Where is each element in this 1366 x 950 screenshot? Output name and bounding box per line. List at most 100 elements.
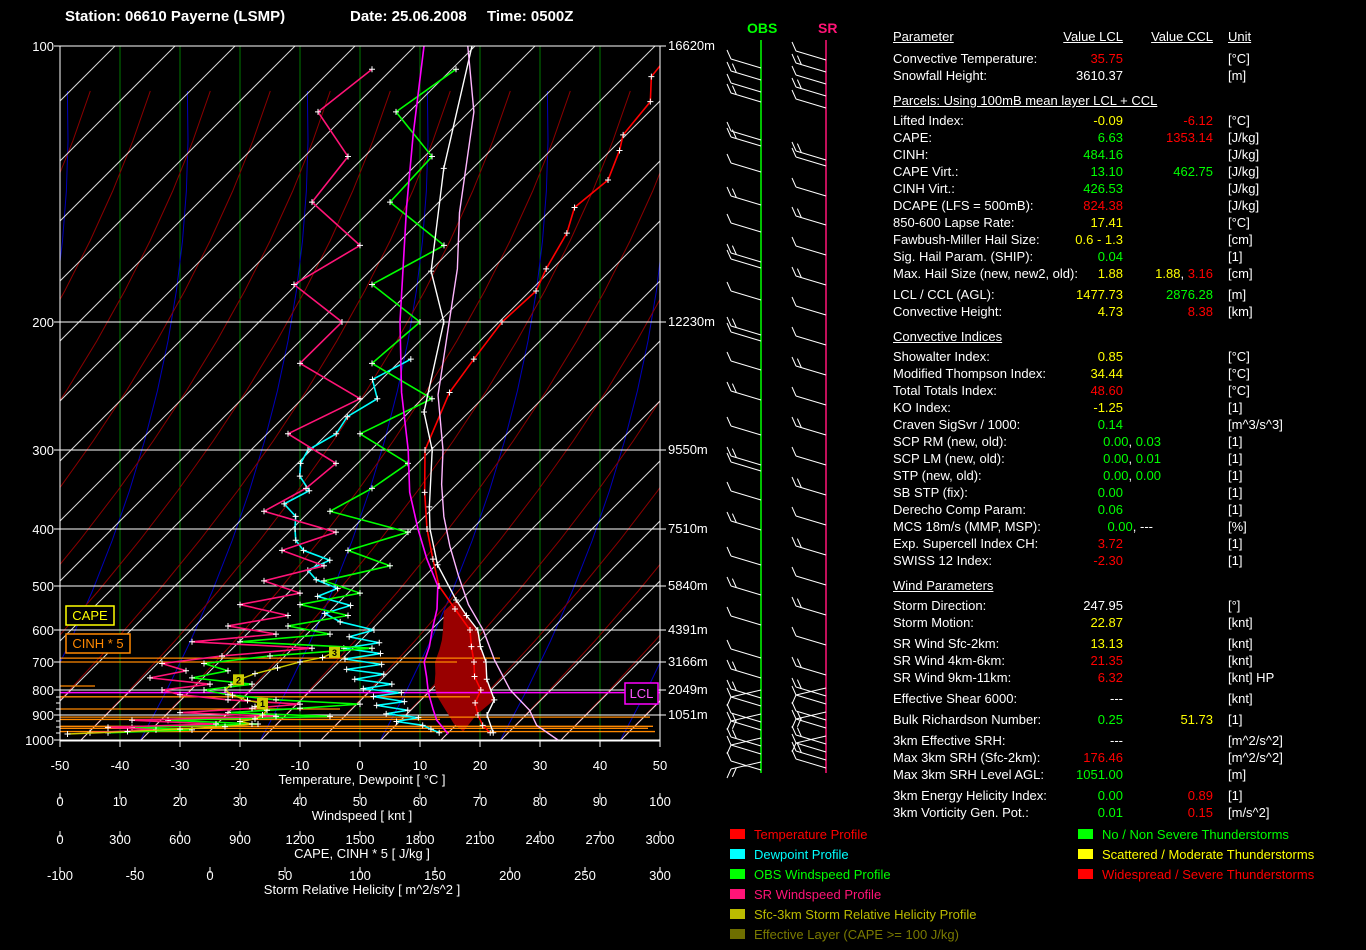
- date-label: Date: 25.06.2008: [350, 8, 467, 25]
- series-markers: [281, 356, 443, 736]
- value-lcl: 3610.37: [1076, 67, 1123, 84]
- table-row: 3km Vorticity Gen. Pot.: 0.01 0.15 [m/s^2]: [893, 804, 1366, 821]
- param-label: Craven SigSvr / 1000:: [893, 417, 1021, 432]
- param-label: STP (new, old):: [893, 468, 982, 483]
- value-run: 0.15: [1187, 805, 1213, 820]
- axis-tick-label: 100: [349, 868, 371, 883]
- legend-label: Sfc-3km Storm Relative Helicity Profile: [754, 906, 977, 922]
- value-run: 3.72: [1097, 536, 1123, 551]
- moist-adiabat: [499, 257, 660, 741]
- isotherm-line: [60, 46, 236, 222]
- value-run: 824.38: [1083, 198, 1123, 213]
- legend-swatch: [1078, 829, 1093, 839]
- legend-label: Widespread / Severe Thunderstorms: [1102, 866, 1315, 882]
- value-run: 0.85: [1097, 349, 1123, 364]
- axis-tick-label: -40: [111, 758, 130, 773]
- value-lcl: 247.95: [1083, 597, 1123, 614]
- axis-tick-label: 50: [653, 758, 667, 773]
- table-row: Max. Hail Size (new, new2, old): 1.88 1.88…: [893, 265, 1366, 282]
- dry-adiabat: [60, 90, 271, 489]
- axis-tick-label: 60: [413, 794, 427, 809]
- unit-label: [°]: [1228, 598, 1241, 613]
- table-row: CAPE Virt.: 13.10 462.75 [J/kg]: [893, 163, 1366, 180]
- value-run: -6.12: [1183, 113, 1213, 128]
- unit-label: [knt]: [1228, 615, 1253, 630]
- unit-label: [°C]: [1228, 366, 1250, 381]
- unit-label: [1]: [1228, 536, 1243, 551]
- pressure-tick-label: 700: [32, 655, 54, 670]
- unit-label: [1]: [1228, 553, 1243, 568]
- param-label: Derecho Comp Param:: [893, 502, 1026, 517]
- pressure-tick-label: 800: [32, 683, 54, 698]
- col-header-value-lcl: Value LCL: [1063, 29, 1123, 44]
- param-label: CAPE:: [893, 130, 933, 145]
- axis-tick-label: -50: [126, 868, 145, 883]
- param-label: 3km Vorticity Gen. Pot.:: [893, 805, 1029, 820]
- dry-adiabat: [139, 90, 571, 741]
- axis-tick-label: 250: [574, 868, 596, 883]
- value-run: 0.14: [1097, 417, 1123, 432]
- value-run: 0.00: [1103, 434, 1129, 449]
- unit-label: [cm]: [1228, 232, 1253, 247]
- table-row: Craven SigSvr / 1000: 0.14 [m^3/s^3]: [893, 416, 1366, 433]
- param-label: Max 3km SRH Level AGL:: [893, 767, 1044, 782]
- value-lcl: 0.06: [1098, 501, 1123, 518]
- param-label: Convective Height:: [893, 304, 1003, 319]
- value-run: 247.95: [1083, 598, 1123, 613]
- unit-label: [1]: [1228, 451, 1243, 466]
- moist-adiabat: [60, 90, 189, 664]
- value-lcl: 0.85: [1098, 348, 1123, 365]
- value-ccl: 2876.28: [1166, 286, 1213, 303]
- unit-label: [°C]: [1228, 383, 1250, 398]
- axis-tick-label: 1200: [286, 832, 315, 847]
- value-run: ,: [1180, 266, 1188, 281]
- axis-tick-label: 150: [424, 868, 446, 883]
- unit-label: [°C]: [1228, 349, 1250, 364]
- height-label: 4391m: [668, 622, 708, 637]
- value-run: 0.04: [1097, 249, 1123, 264]
- value-run: 21.35: [1090, 653, 1123, 668]
- axis-tick-label: 3000: [646, 832, 675, 847]
- value-run: 4.73: [1097, 304, 1123, 319]
- param-label: CINH:: [893, 147, 929, 162]
- axis-title: Temperature, Dewpoint [ °C ]: [278, 772, 445, 787]
- param-label: SR Wind Sfc-2km:: [893, 636, 1000, 651]
- cape-box-label: CAPE: [72, 608, 108, 623]
- param-label: KO Index:: [893, 400, 951, 415]
- axis-tick-label: 50: [353, 794, 367, 809]
- unit-label: [1]: [1228, 434, 1243, 449]
- table-row: Snowfall Height: 3610.37 [m]: [893, 67, 1366, 84]
- isotherm-line: [439, 520, 660, 741]
- lcl-box-label: LCL: [630, 686, 654, 701]
- unit-label: [1]: [1228, 788, 1243, 803]
- table-row: STP (new, old): 0.00, 0.00 [1]: [893, 467, 1366, 484]
- param-label: Total Totals Index:: [893, 383, 997, 398]
- moist-adiabat: [60, 90, 69, 266]
- isotherm-line: [379, 460, 660, 741]
- cinh-box-label: CINH * 5: [72, 636, 123, 651]
- pressure-tick-label: 500: [32, 579, 54, 594]
- table-row: Total Totals Index: 48.60 [°C]: [893, 382, 1366, 399]
- unit-label: [knt] HP: [1228, 670, 1275, 685]
- table-row: Storm Direction: 247.95 [°]: [893, 597, 1366, 614]
- value-run: -2.30: [1093, 553, 1123, 568]
- value-lcl: 0.25: [1098, 711, 1123, 728]
- srh-km-marker-label: 2: [236, 675, 241, 685]
- height-label: 1051m: [668, 707, 708, 722]
- thunderstorm-legend: No / Non Severe Thunderstorms Scattered /…: [1078, 824, 1314, 884]
- value-run: 1051.00: [1076, 767, 1123, 782]
- value-lcl: 824.38: [1083, 197, 1123, 214]
- axis-tick-label: 1800: [406, 832, 435, 847]
- legend-item: Dewpoint Profile: [730, 844, 977, 864]
- table-section-title: Wind Parameters: [893, 578, 994, 593]
- value-lcl: ---: [1110, 690, 1123, 707]
- table-row: 3km Effective SRH: --- [m^2/s^2]: [893, 732, 1366, 749]
- dry-adiabat: [680, 91, 880, 741]
- axis-tick-label: 70: [473, 794, 487, 809]
- wind-column-label: OBS: [747, 20, 777, 36]
- param-label: Sig. Hail Param. (SHIP):: [893, 249, 1034, 264]
- value-lcl: 35.75: [1090, 50, 1123, 67]
- value-lcl: -0.09: [1093, 112, 1123, 129]
- axis-tick-label: 300: [109, 832, 131, 847]
- param-label: SR Wind 9km-11km:: [893, 670, 1012, 685]
